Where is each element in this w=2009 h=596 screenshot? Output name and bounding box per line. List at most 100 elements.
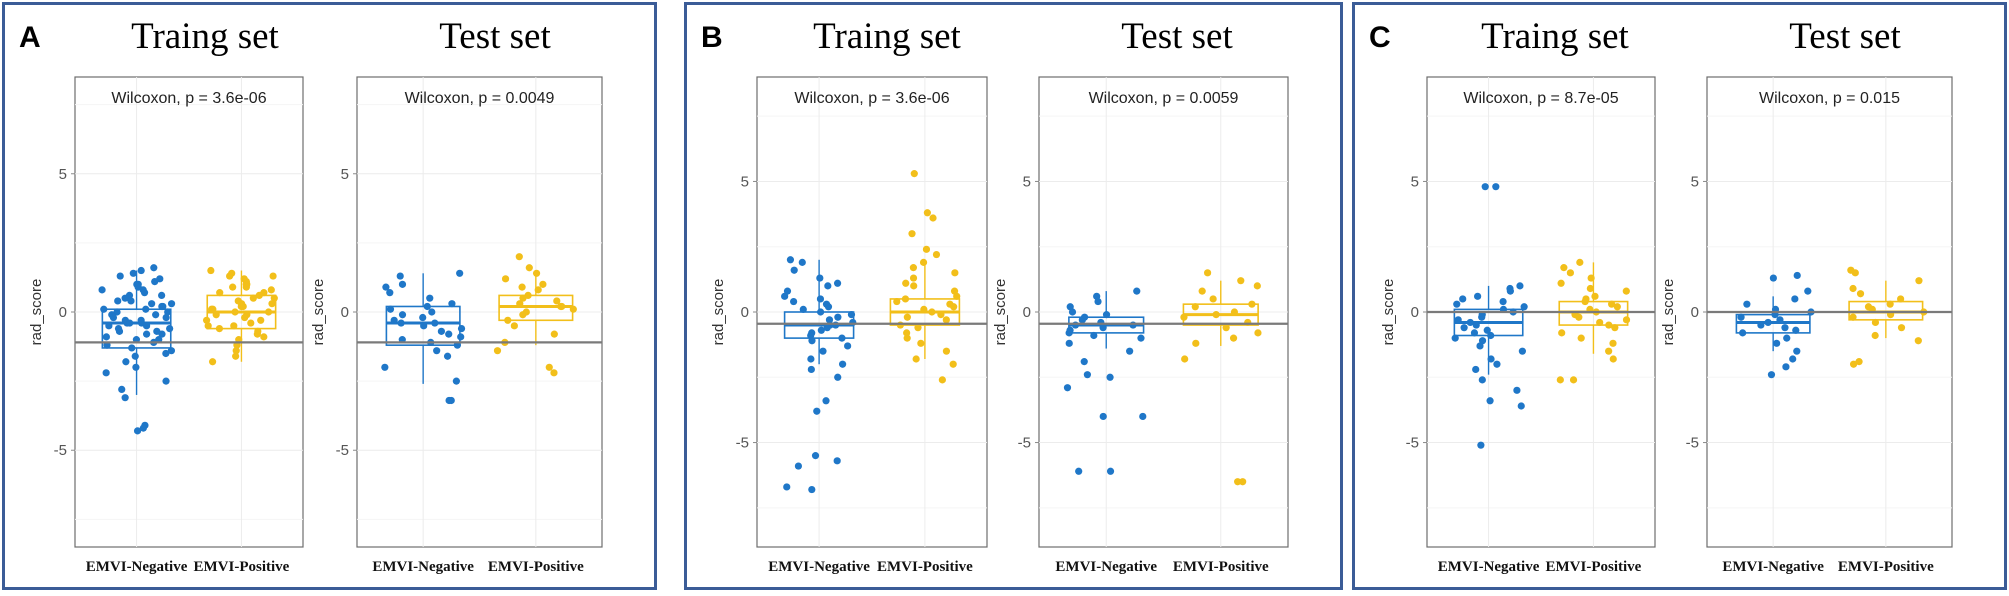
- y-axis-label: rad_score: [1380, 279, 1397, 346]
- data-point: [115, 327, 124, 335]
- data-point: [950, 303, 958, 311]
- data-point: [226, 272, 234, 280]
- data-point: [783, 483, 791, 491]
- data-point: [1783, 334, 1791, 342]
- data-point: [133, 427, 142, 435]
- data-point: [232, 352, 240, 360]
- data-point: [539, 280, 547, 288]
- training-set-title: Traing set: [813, 16, 961, 57]
- data-point: [1090, 331, 1098, 340]
- y-tick-label: 5: [341, 166, 349, 183]
- data-point: [822, 397, 830, 405]
- data-point: [1576, 258, 1584, 266]
- data-point: [105, 322, 113, 330]
- wilcoxon-annotation: Wilcoxon, p = 0.0059: [1089, 90, 1239, 107]
- data-point: [922, 245, 931, 253]
- data-point: [1230, 308, 1239, 316]
- data-point: [1487, 355, 1495, 363]
- data-point: [824, 282, 832, 290]
- data-point: [519, 294, 527, 302]
- data-point: [142, 322, 151, 330]
- data-point: [819, 347, 827, 355]
- data-point: [114, 297, 122, 305]
- data-point: [1493, 360, 1501, 368]
- wilcoxon-annotation: Wilcoxon, p = 0.0049: [405, 90, 555, 107]
- data-point: [457, 324, 466, 333]
- data-point: [207, 305, 216, 313]
- data-point: [127, 297, 135, 305]
- wilcoxon-annotation: Wilcoxon, p = 8.7e-05: [1463, 90, 1618, 107]
- data-point: [386, 289, 394, 297]
- data-point: [242, 283, 250, 291]
- data-point: [1222, 324, 1230, 332]
- data-point: [493, 347, 502, 355]
- data-point: [903, 313, 911, 321]
- data-point: [909, 274, 918, 282]
- data-point: [844, 342, 852, 350]
- data-point: [553, 297, 561, 305]
- data-point: [1791, 295, 1799, 303]
- data-point: [807, 365, 815, 374]
- data-point: [903, 334, 911, 342]
- data-point: [443, 352, 452, 360]
- data-point: [938, 376, 946, 384]
- data-point: [1609, 355, 1617, 363]
- data-point: [247, 319, 255, 327]
- data-point: [121, 394, 129, 402]
- data-point: [834, 373, 842, 381]
- y-axis-label: rad_score: [310, 279, 327, 346]
- data-point: [1613, 303, 1621, 311]
- y-tick-label: 0: [1411, 304, 1419, 321]
- data-point: [1099, 412, 1107, 421]
- data-point: [1743, 300, 1751, 308]
- data-point: [162, 313, 170, 322]
- data-point: [1611, 324, 1619, 332]
- training-set-title: Traing set: [1481, 16, 1629, 57]
- data-point: [452, 377, 460, 385]
- data-point: [237, 302, 245, 311]
- data-point: [241, 313, 249, 322]
- data-point: [823, 324, 831, 332]
- data-point: [914, 324, 922, 332]
- wilcoxon-annotation: Wilcoxon, p = 0.015: [1759, 90, 1900, 107]
- data-point: [808, 485, 816, 494]
- data-point: [811, 452, 820, 460]
- data-point: [525, 264, 533, 272]
- data-point: [1914, 337, 1922, 345]
- wilcoxon-annotation: Wilcoxon, p = 3.6e-06: [794, 90, 949, 107]
- data-point: [1499, 297, 1507, 306]
- data-point: [1764, 318, 1772, 327]
- data-point: [1737, 313, 1745, 321]
- training-set-chart: -5 0 5 rad_score Wilcoxon, p = 3.6e-06 EMVI-N…: [710, 76, 988, 575]
- data-point: [212, 311, 220, 319]
- panel-letter: A: [19, 21, 41, 54]
- data-point: [433, 347, 441, 355]
- data-point: [942, 316, 950, 324]
- data-point: [204, 322, 212, 330]
- data-point: [912, 355, 920, 363]
- data-point: [1767, 371, 1776, 379]
- data-point: [264, 308, 273, 316]
- data-point: [126, 319, 134, 327]
- data-point: [116, 272, 124, 280]
- data-point: [158, 291, 166, 300]
- data-point: [1871, 331, 1879, 340]
- data-point: [1466, 318, 1474, 327]
- data-point: [1520, 303, 1528, 311]
- panel-c: C Traing set Test set -5 0 5 rad_score Wilco…: [1352, 2, 2007, 590]
- data-point: [1229, 334, 1238, 342]
- data-point: [1181, 355, 1189, 363]
- data-point: [519, 311, 527, 319]
- y-tick-label: 5: [1691, 173, 1699, 190]
- y-tick-label: 0: [341, 304, 349, 321]
- data-point: [1065, 339, 1073, 347]
- data-point: [1792, 326, 1800, 334]
- training-set-chart: -5 0 5 rad_score Wilcoxon, p = 3.6e-06 EMVI-N…: [28, 76, 304, 575]
- data-point: [253, 330, 261, 338]
- data-point: [919, 258, 928, 266]
- data-point: [910, 282, 918, 290]
- test-set-title: Test set: [1789, 16, 1901, 57]
- data-point: [1566, 269, 1574, 277]
- data-point: [1237, 277, 1245, 285]
- data-point: [230, 322, 238, 330]
